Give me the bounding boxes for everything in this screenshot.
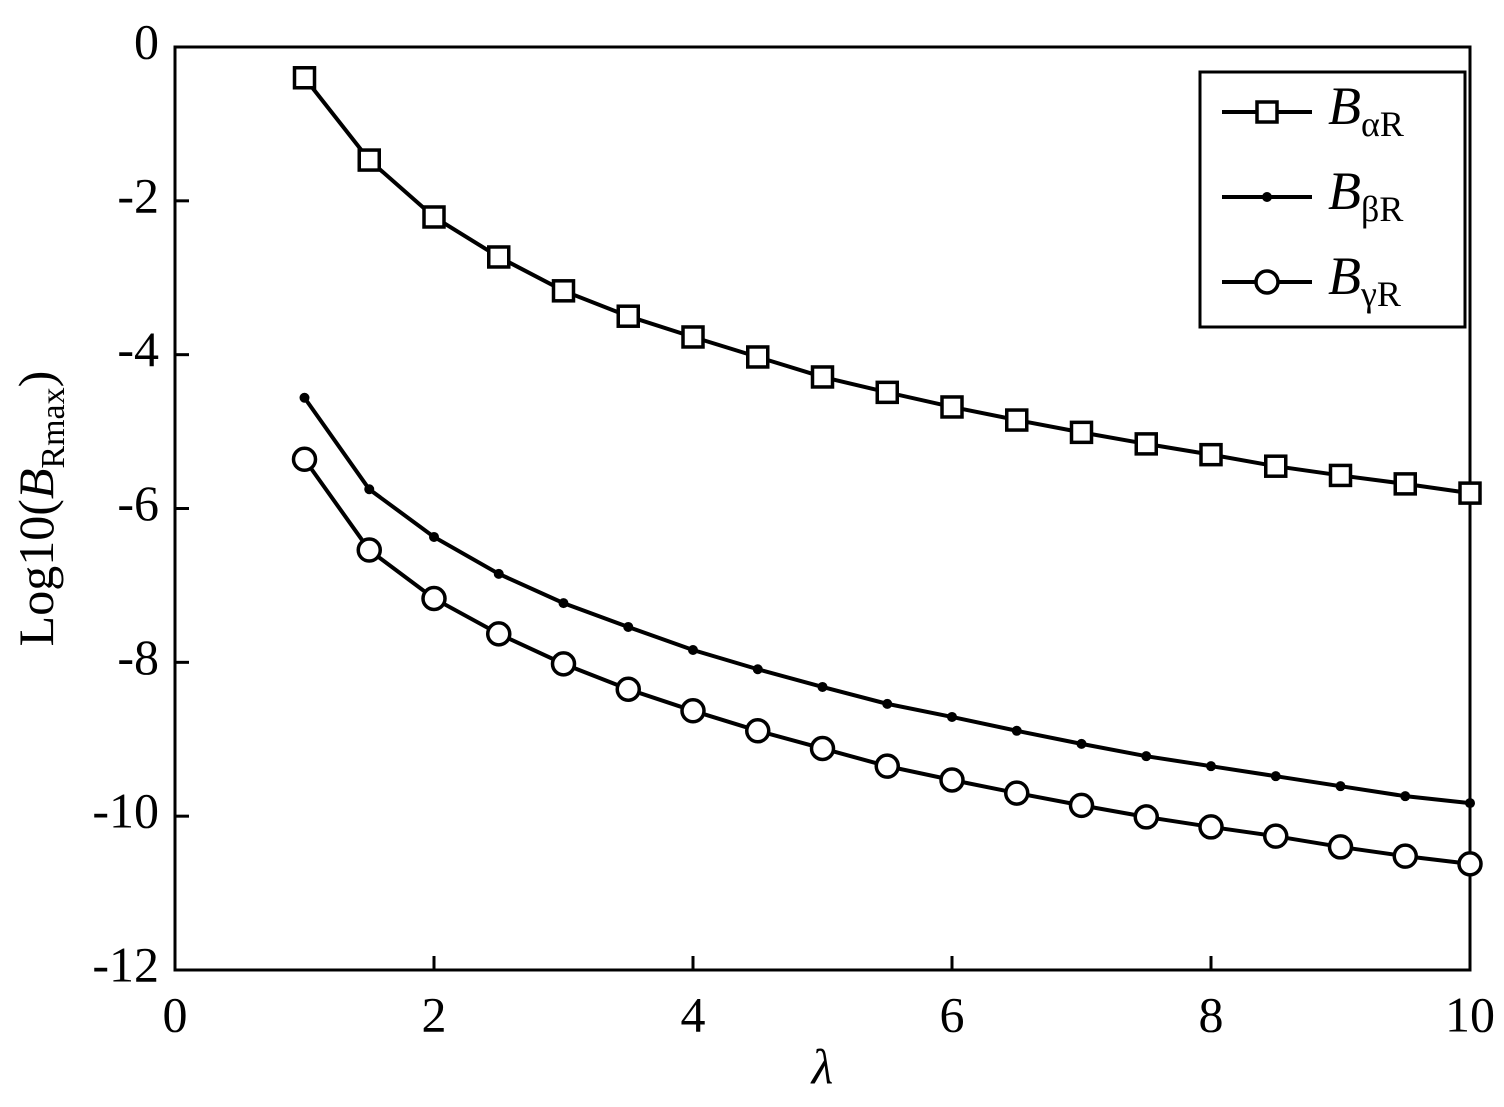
marker	[1206, 761, 1216, 772]
legend-symbol	[1255, 100, 1279, 124]
marker	[680, 698, 706, 724]
series-line	[302, 396, 1471, 806]
marker	[1263, 823, 1289, 849]
y-tick-label: -4	[117, 321, 159, 377]
marker	[357, 148, 381, 172]
marker	[1198, 814, 1224, 840]
marker	[875, 380, 899, 405]
marker	[1069, 420, 1094, 445]
x-tick-label: 6	[940, 986, 965, 1042]
marker	[1004, 780, 1030, 806]
marker	[1328, 463, 1353, 488]
marker	[493, 568, 504, 579]
marker	[1393, 472, 1417, 496]
legend-label: BβR	[1328, 161, 1403, 229]
marker	[364, 484, 375, 495]
marker	[1392, 843, 1418, 869]
marker	[550, 651, 577, 677]
y-tick-label: -6	[117, 475, 159, 531]
marker	[616, 304, 640, 328]
marker	[752, 664, 763, 675]
marker	[1134, 432, 1158, 456]
marker	[817, 681, 828, 692]
marker	[1465, 798, 1475, 809]
marker	[947, 711, 957, 722]
legend-label: BγR	[1328, 246, 1401, 314]
marker	[939, 767, 965, 793]
legend-symbol	[1262, 192, 1272, 202]
legend-symbol	[1254, 269, 1280, 295]
marker	[1076, 738, 1087, 749]
x-tick-label: 10	[1445, 986, 1495, 1042]
marker	[551, 279, 576, 303]
marker	[299, 392, 310, 403]
marker	[356, 537, 382, 563]
marker	[882, 698, 893, 709]
legend-box	[1198, 70, 1467, 329]
marker	[1400, 791, 1411, 802]
y-tick-label: -2	[117, 167, 159, 223]
marker	[291, 446, 318, 473]
marker	[940, 395, 964, 419]
marker	[810, 365, 835, 389]
marker	[874, 753, 900, 779]
y-axis-label: Log10(BRmax)	[8, 371, 71, 647]
marker	[1005, 408, 1029, 432]
marker	[1457, 851, 1483, 877]
marker	[487, 245, 511, 269]
marker	[292, 66, 317, 90]
legend-label: BαR	[1328, 76, 1404, 144]
marker	[486, 621, 512, 647]
marker	[1141, 751, 1152, 762]
x-tick-label: 2	[422, 986, 447, 1042]
marker	[623, 621, 634, 632]
marker	[422, 205, 446, 229]
marker	[1458, 481, 1482, 505]
marker	[1199, 442, 1223, 467]
marker	[809, 735, 836, 762]
marker	[1068, 792, 1095, 819]
x-axis-label: λ	[810, 1038, 834, 1094]
marker	[615, 676, 641, 703]
marker	[688, 645, 698, 656]
marker	[1335, 781, 1346, 792]
legend-marker	[1254, 269, 1280, 295]
legend-marker	[1262, 192, 1272, 202]
marker	[681, 325, 705, 349]
marker	[746, 345, 770, 369]
marker	[1327, 834, 1354, 860]
marker	[1133, 804, 1159, 830]
x-tick-label: 8	[1199, 986, 1224, 1042]
y-tick-label: 0	[134, 13, 159, 69]
y-tick-label: -12	[92, 936, 159, 992]
marker	[429, 531, 439, 542]
marker	[421, 585, 447, 612]
marker	[1270, 771, 1281, 782]
series-line	[302, 458, 1471, 866]
x-tick-label: 0	[163, 986, 188, 1042]
marker	[1264, 454, 1288, 478]
y-tick-label: -8	[117, 629, 159, 685]
y-tick-label: -10	[92, 783, 159, 839]
marker	[558, 598, 569, 609]
legend-marker	[1255, 100, 1279, 124]
marker	[1011, 725, 1022, 736]
marker	[745, 718, 771, 744]
x-tick-label: 4	[681, 986, 706, 1042]
